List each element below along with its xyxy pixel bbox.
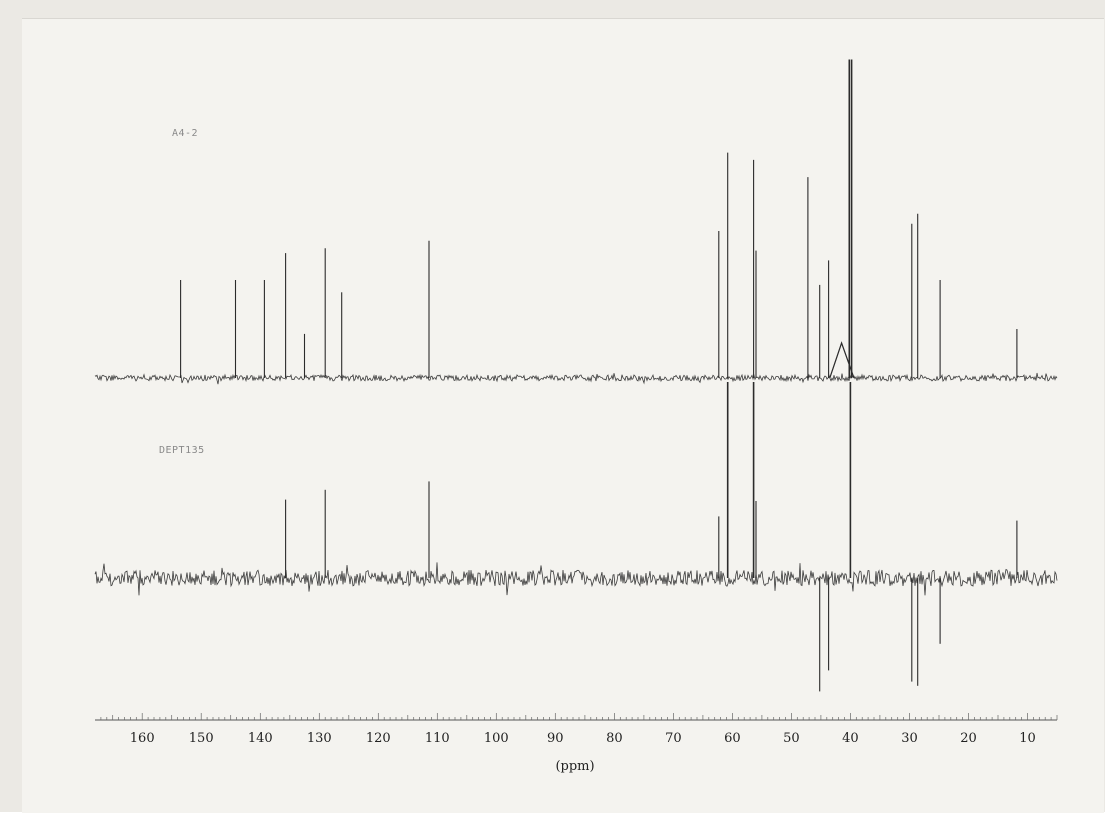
x-tick-label-80: 80 — [606, 731, 623, 746]
x-tick-label-140: 140 — [248, 731, 273, 746]
x-tick-label-20: 20 — [960, 731, 977, 746]
spectrum-label-dept135: DEPT135 — [159, 445, 205, 456]
x-tick-label-70: 70 — [665, 731, 682, 746]
x-tick-label-60: 60 — [724, 731, 741, 746]
x-tick-label-50: 50 — [783, 731, 800, 746]
spectrum-label-a4-2: A4-2 — [172, 128, 199, 139]
x-tick-label-40: 40 — [842, 731, 859, 746]
carbon-13-baseline — [94, 372, 1058, 385]
paper-sheet — [22, 18, 1104, 813]
x-tick-label-10: 10 — [1019, 731, 1036, 746]
x-tick-label-160: 160 — [130, 731, 155, 746]
x-tick-label-30: 30 — [901, 731, 918, 746]
carbon-13-spectrum — [94, 59, 1058, 385]
x-tick-label-150: 150 — [189, 731, 214, 746]
solvent-multiplet — [829, 341, 855, 379]
x-tick-label-90: 90 — [547, 731, 564, 746]
x-tick-label-110: 110 — [425, 731, 450, 746]
ppm-axis: 160 150 140 130 120 110 100 90 80 70 60 50 40 30 20 10 — [95, 713, 1058, 746]
dept135-baseline — [94, 562, 1058, 596]
x-tick-label-100: 100 — [484, 731, 509, 746]
x-tick-label-120: 120 — [366, 731, 391, 746]
x-axis-title: (ppm) — [555, 759, 594, 774]
x-tick-label-130: 130 — [307, 731, 332, 746]
dept135-spectrum — [94, 382, 1058, 692]
